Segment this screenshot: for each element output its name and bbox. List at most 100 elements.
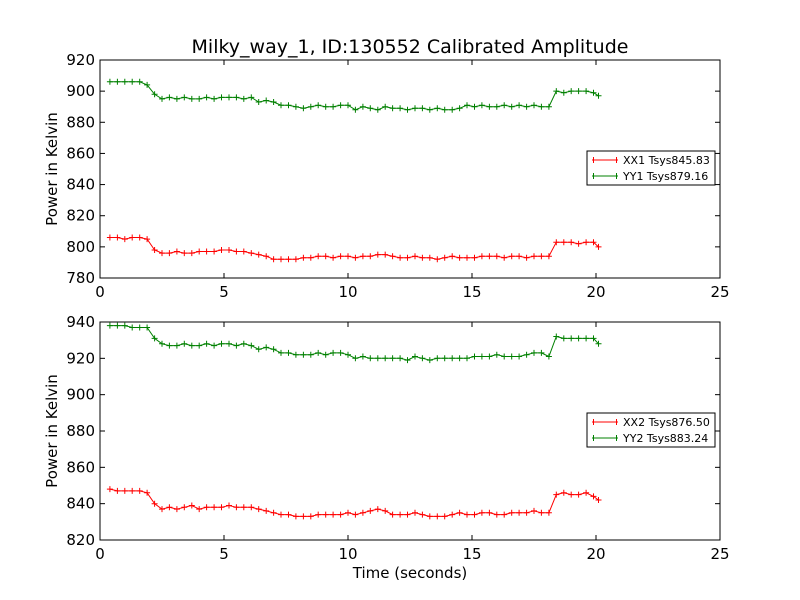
data-point [292, 256, 299, 263]
data-point [173, 342, 180, 349]
data-point [278, 102, 284, 109]
data-point [226, 340, 232, 347]
data-point [203, 504, 210, 511]
legend-label: XX1 Tsys845.83 [623, 154, 710, 167]
legend-marker [592, 157, 618, 163]
data-point [300, 513, 307, 520]
data-point [471, 103, 478, 110]
data-point [486, 253, 493, 260]
data-point [575, 240, 582, 247]
y-tick-label: 840 [66, 176, 95, 194]
data-point [106, 78, 113, 85]
data-point [233, 248, 240, 255]
data-point [307, 513, 314, 520]
data-point [144, 324, 151, 331]
data-point [545, 509, 552, 516]
legend-label: YY1 Tsys879.16 [622, 170, 708, 183]
data-point [531, 253, 537, 260]
data-point [248, 94, 255, 101]
data-point [218, 504, 225, 511]
data-point [434, 513, 441, 520]
data-point [322, 511, 329, 518]
data-point [248, 504, 255, 511]
y-tick-label: 840 [66, 495, 95, 513]
data-point [456, 105, 463, 112]
data-point [478, 253, 485, 260]
data-point [345, 351, 351, 358]
data-point [553, 491, 560, 498]
data-point [508, 353, 515, 360]
data-point [218, 340, 225, 347]
data-point [263, 253, 270, 260]
x-tick-label: 10 [338, 283, 357, 301]
data-point [538, 349, 545, 356]
data-point [434, 105, 441, 112]
data-point [188, 95, 195, 102]
data-point [508, 103, 515, 110]
data-point [397, 511, 404, 518]
data-point [523, 351, 530, 358]
data-point [285, 511, 292, 518]
y-tick-label: 860 [66, 458, 95, 476]
data-point [337, 253, 344, 260]
data-point [568, 491, 575, 498]
data-point [516, 353, 523, 360]
data-point [285, 349, 292, 356]
data-point [516, 509, 523, 516]
x-tick-label: 5 [219, 283, 229, 301]
x-tick-label: 15 [462, 545, 481, 563]
data-point [595, 92, 602, 99]
data-point [322, 351, 329, 358]
data-point [196, 506, 203, 513]
data-point [106, 234, 113, 241]
data-point [159, 340, 165, 347]
data-point [523, 254, 530, 261]
data-point [359, 353, 366, 360]
data-point [129, 78, 136, 85]
data-point [583, 239, 590, 246]
x-tick-label: 25 [710, 283, 729, 301]
data-point [501, 102, 508, 109]
legend-marker [592, 173, 618, 179]
data-point [486, 353, 493, 360]
data-point [426, 513, 433, 520]
data-point [173, 95, 180, 102]
data-point [345, 253, 351, 260]
legend-label: YY2 Tsys883.24 [622, 432, 708, 445]
data-point [166, 342, 173, 349]
data-point [501, 353, 508, 360]
data-point [359, 253, 366, 260]
data-point [595, 497, 602, 503]
data-point [471, 511, 478, 518]
data-point [330, 254, 337, 261]
data-point [478, 509, 485, 516]
legend: XX2 Tsys876.50 YY2 Tsys883.24 [586, 412, 716, 448]
subplot-top: 0 5 10 15 20 25 780 800 820 840 860 880 900 920 Power … [43, 51, 730, 301]
data-point [456, 509, 463, 516]
data-point [121, 487, 128, 494]
data-point [278, 349, 284, 356]
data-point [568, 239, 575, 246]
data-point [337, 511, 344, 518]
data-point [441, 513, 448, 520]
data-point [426, 106, 433, 113]
data-point [144, 81, 151, 88]
legend: XX1 Tsys845.83 YY1 Tsys879.16 [586, 150, 716, 186]
data-point [240, 504, 247, 511]
data-point [553, 88, 560, 95]
data-point [426, 357, 433, 364]
data-point [263, 507, 270, 514]
data-point [211, 504, 218, 511]
data-point [203, 248, 210, 255]
data-point [307, 254, 314, 261]
data-point [121, 78, 128, 85]
x-tick-label: 0 [95, 545, 105, 563]
data-point [352, 106, 359, 113]
data-point [389, 355, 396, 362]
legend-box [586, 150, 716, 186]
data-point [248, 342, 255, 349]
data-point [218, 247, 225, 253]
data-point [121, 322, 128, 329]
data-point [173, 506, 180, 513]
data-point [575, 491, 582, 498]
